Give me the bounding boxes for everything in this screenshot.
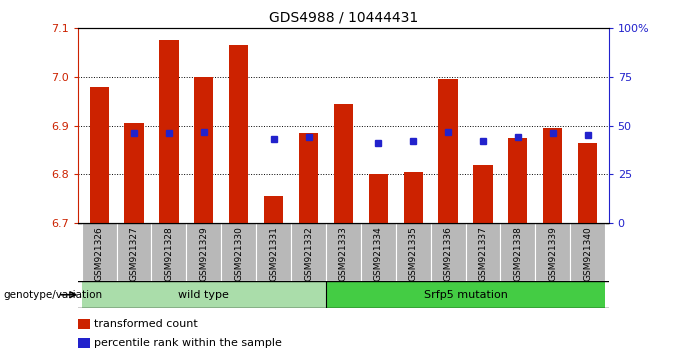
Bar — [82, 281, 326, 308]
Text: transformed count: transformed count — [94, 319, 197, 329]
Text: wild type: wild type — [178, 290, 229, 300]
Bar — [326, 281, 605, 308]
Bar — [466, 223, 500, 281]
Text: GSM921338: GSM921338 — [513, 226, 522, 281]
Bar — [82, 223, 116, 281]
Text: GSM921331: GSM921331 — [269, 226, 278, 281]
Bar — [124, 123, 143, 223]
Text: percentile rank within the sample: percentile rank within the sample — [94, 338, 282, 348]
Bar — [508, 138, 528, 223]
Bar — [186, 223, 221, 281]
Bar — [473, 165, 492, 223]
Bar — [194, 77, 214, 223]
Bar — [116, 223, 152, 281]
Bar — [264, 196, 283, 223]
Bar — [439, 79, 458, 223]
Bar — [404, 172, 423, 223]
Text: GSM921337: GSM921337 — [479, 226, 488, 281]
Text: GSM921329: GSM921329 — [199, 226, 208, 281]
Bar — [78, 338, 90, 348]
Text: GSM921328: GSM921328 — [165, 226, 173, 281]
Bar — [221, 223, 256, 281]
Bar — [78, 319, 90, 329]
Text: GSM921336: GSM921336 — [443, 226, 453, 281]
Bar — [291, 223, 326, 281]
Bar — [159, 40, 179, 223]
Bar — [535, 223, 571, 281]
Bar — [578, 143, 597, 223]
Text: GSM921332: GSM921332 — [304, 226, 313, 281]
Text: GSM921339: GSM921339 — [548, 226, 558, 281]
Bar — [543, 128, 562, 223]
Bar — [396, 223, 430, 281]
Text: GSM921326: GSM921326 — [95, 226, 103, 281]
Bar — [430, 223, 466, 281]
Text: GSM921330: GSM921330 — [234, 226, 243, 281]
Bar — [500, 223, 535, 281]
Text: GSM921327: GSM921327 — [129, 226, 139, 281]
Text: GSM921334: GSM921334 — [374, 226, 383, 281]
Text: GDS4988 / 10444431: GDS4988 / 10444431 — [269, 11, 418, 25]
Bar — [299, 133, 318, 223]
Bar — [90, 87, 109, 223]
Bar — [571, 223, 605, 281]
Bar — [361, 223, 396, 281]
Bar — [256, 223, 291, 281]
Text: GSM921333: GSM921333 — [339, 226, 348, 281]
Bar — [152, 223, 186, 281]
Bar — [326, 223, 361, 281]
Bar — [369, 175, 388, 223]
Bar — [229, 45, 248, 223]
Text: genotype/variation: genotype/variation — [3, 290, 103, 300]
Text: GSM921335: GSM921335 — [409, 226, 418, 281]
Text: Srfp5 mutation: Srfp5 mutation — [424, 290, 507, 300]
Text: GSM921340: GSM921340 — [583, 226, 592, 281]
Bar — [334, 104, 353, 223]
